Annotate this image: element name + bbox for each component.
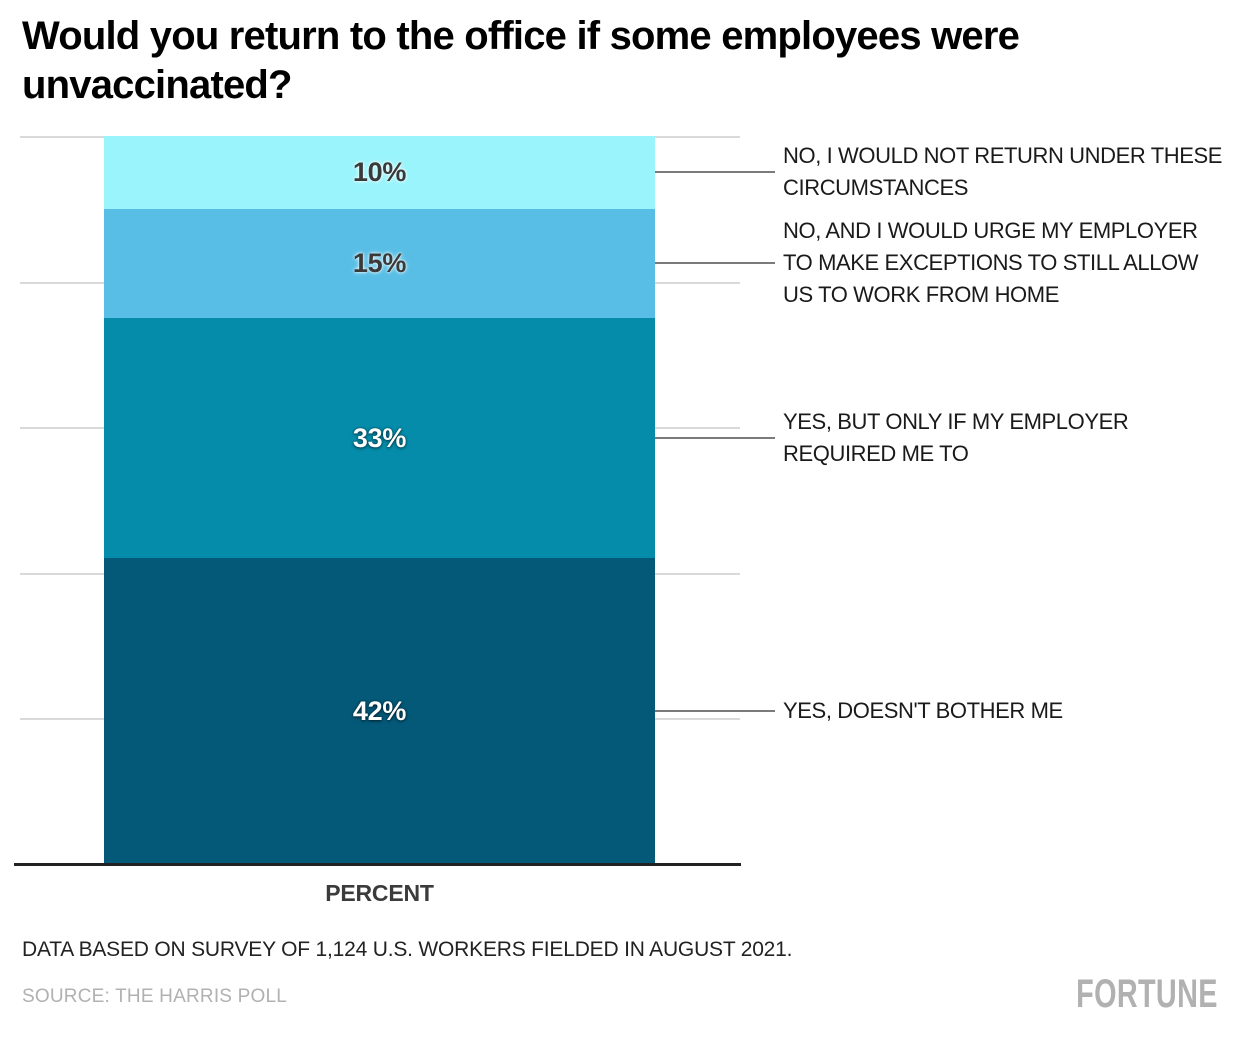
data-note: DATA BASED ON SURVEY OF 1,124 U.S. WORKE…: [22, 938, 793, 961]
bar-segment-1: 10%: [104, 136, 655, 209]
segment-value-label: 10%: [352, 156, 407, 187]
segment-label-line: YES, DOESN'T BOTHER ME: [783, 698, 1063, 723]
segment-label-line: REQUIRED ME TO: [783, 441, 969, 466]
bar-segment-4: 42%: [104, 558, 655, 864]
segment-label-line: CIRCUMSTANCES: [783, 175, 969, 200]
segment-value-label: 42%: [352, 695, 407, 726]
segment-label-2: NO, AND I WOULD URGE MY EMPLOYER TO MAKE …: [783, 215, 1235, 311]
segment-label-4: YES, DOESN'T BOTHER ME: [783, 695, 1235, 727]
stacked-bar: 10% 15% 33% 42%: [104, 136, 655, 864]
segment-label-line: NO, AND I WOULD URGE MY EMPLOYER: [783, 218, 1198, 243]
bar-segment-3: 33%: [104, 317, 655, 559]
segment-label-line: US TO WORK FROM HOME: [783, 282, 1059, 307]
fortune-logo: FORTUNE: [1076, 972, 1218, 1016]
callout-line: [655, 437, 775, 439]
segment-label-1: NO, I WOULD NOT RETURN UNDER THESE CIRCUM…: [783, 140, 1235, 204]
source-credit: SOURCE: THE HARRIS POLL: [22, 986, 288, 1007]
chart-title: Would you return to the office if some e…: [22, 14, 1020, 107]
segment-value-label: 15%: [352, 247, 407, 278]
x-axis-line: [14, 863, 741, 866]
segment-label-line: YES, BUT ONLY IF MY EMPLOYER: [783, 409, 1129, 434]
x-axis-label: PERCENT: [325, 880, 434, 906]
segment-label-line: NO, I WOULD NOT RETURN UNDER THESE: [783, 143, 1223, 168]
bar-segment-2: 15%: [104, 208, 655, 318]
callout-line: [655, 710, 775, 712]
callout-line: [655, 262, 775, 264]
segment-value-label: 33%: [352, 422, 407, 453]
callout-line: [655, 171, 775, 173]
segment-label-line: TO MAKE EXCEPTIONS TO STILL ALLOW: [783, 250, 1199, 275]
segment-label-3: YES, BUT ONLY IF MY EMPLOYER REQUIRED ME …: [783, 406, 1235, 470]
